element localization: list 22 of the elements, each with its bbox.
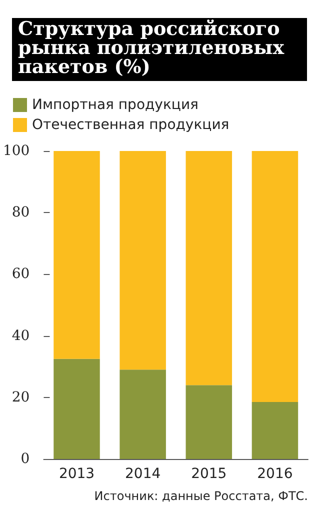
- chart-title: Структура российского рынка полиэтиленовых пакетов (%): [12, 18, 307, 81]
- bar: [252, 151, 298, 402]
- text: Источник: данные Росстата, ФТС.: [93, 489, 308, 503]
- bar: [54, 151, 100, 359]
- x-tick-label: 2013: [58, 466, 95, 482]
- y-tick-label: 40: [12, 328, 30, 344]
- bar: [54, 358, 100, 459]
- y-tick-label: 100: [2, 143, 30, 159]
- bar: [120, 370, 166, 459]
- x-tick-label: 2014: [125, 466, 161, 482]
- y-tick-label: 60: [12, 266, 30, 282]
- legend-label: Отечественная продукция: [32, 117, 230, 133]
- y-tick-label: 0: [20, 451, 30, 467]
- bar: [186, 385, 232, 459]
- y-tick-label: 80: [12, 204, 30, 221]
- x-tick-label: 2016: [257, 466, 293, 482]
- x-tick-label: 2015: [191, 466, 227, 482]
- y-tick-label: 20: [12, 389, 30, 406]
- bar: [120, 151, 166, 370]
- bar: [252, 402, 298, 459]
- legend-label: Импортная продукция: [32, 97, 198, 113]
- bar: [186, 151, 232, 386]
